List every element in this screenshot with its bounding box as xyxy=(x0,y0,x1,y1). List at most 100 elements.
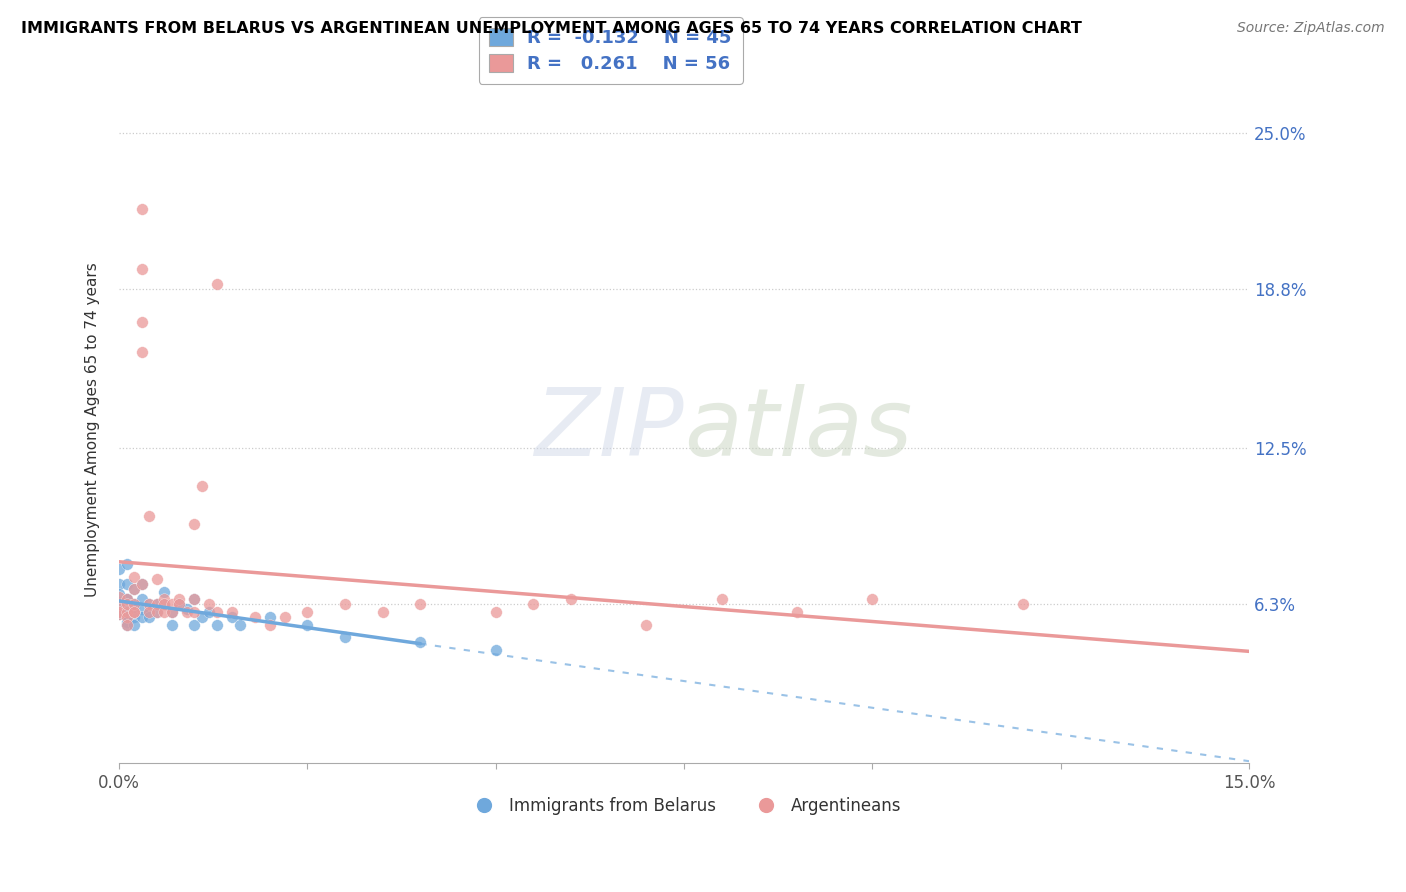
Point xyxy=(115,592,138,607)
Point xyxy=(297,617,319,632)
Point xyxy=(145,598,167,612)
Point xyxy=(183,617,205,632)
Point xyxy=(131,610,153,624)
Point xyxy=(160,598,183,612)
Point xyxy=(205,617,228,632)
Y-axis label: Unemployment Among Ages 65 to 74 years: Unemployment Among Ages 65 to 74 years xyxy=(86,262,100,597)
Point xyxy=(183,592,205,607)
Text: ZIP: ZIP xyxy=(534,384,685,475)
Point xyxy=(243,610,266,624)
Point xyxy=(122,598,145,612)
Point xyxy=(122,617,145,632)
Text: atlas: atlas xyxy=(685,384,912,475)
Point xyxy=(1012,598,1035,612)
Point xyxy=(205,605,228,619)
Point xyxy=(169,598,191,612)
Point xyxy=(122,582,145,597)
Point xyxy=(183,592,205,607)
Point xyxy=(108,562,131,576)
Point xyxy=(138,605,160,619)
Point xyxy=(560,592,582,607)
Point xyxy=(198,605,221,619)
Point xyxy=(131,262,153,277)
Point xyxy=(115,577,138,591)
Point xyxy=(122,582,145,597)
Point xyxy=(183,605,205,619)
Point xyxy=(131,345,153,359)
Point xyxy=(108,605,131,619)
Point xyxy=(259,610,281,624)
Point xyxy=(108,595,131,609)
Point xyxy=(138,610,160,624)
Point xyxy=(122,605,145,619)
Point xyxy=(191,610,214,624)
Point xyxy=(485,642,508,657)
Point xyxy=(153,584,176,599)
Point xyxy=(108,590,131,604)
Point xyxy=(138,605,160,619)
Point xyxy=(183,516,205,531)
Point xyxy=(108,607,131,622)
Point xyxy=(115,605,138,619)
Point xyxy=(153,598,176,612)
Point xyxy=(221,610,243,624)
Point xyxy=(228,617,250,632)
Point xyxy=(138,598,160,612)
Point xyxy=(297,605,319,619)
Point xyxy=(274,610,297,624)
Point xyxy=(259,617,281,632)
Point xyxy=(169,598,191,612)
Point xyxy=(145,598,167,612)
Text: IMMIGRANTS FROM BELARUS VS ARGENTINEAN UNEMPLOYMENT AMONG AGES 65 TO 74 YEARS CO: IMMIGRANTS FROM BELARUS VS ARGENTINEAN U… xyxy=(21,21,1083,36)
Point xyxy=(145,572,167,586)
Point xyxy=(108,598,131,612)
Point xyxy=(221,605,243,619)
Point xyxy=(160,605,183,619)
Point xyxy=(176,602,198,616)
Point xyxy=(205,277,228,292)
Point xyxy=(145,605,167,619)
Point xyxy=(333,598,356,612)
Point xyxy=(115,607,138,622)
Legend: Immigrants from Belarus, Argentineans: Immigrants from Belarus, Argentineans xyxy=(460,790,908,822)
Point xyxy=(153,592,176,607)
Point xyxy=(122,569,145,583)
Point xyxy=(710,592,733,607)
Point xyxy=(108,587,131,601)
Point xyxy=(371,605,394,619)
Point xyxy=(138,509,160,524)
Point xyxy=(176,605,198,619)
Point xyxy=(108,607,131,622)
Point xyxy=(131,577,153,591)
Point xyxy=(122,599,145,614)
Point xyxy=(131,592,153,607)
Point xyxy=(115,615,138,629)
Point xyxy=(115,617,138,632)
Point xyxy=(131,315,153,329)
Point xyxy=(115,598,138,612)
Point xyxy=(122,598,145,612)
Point xyxy=(786,605,808,619)
Point xyxy=(115,617,138,632)
Point xyxy=(862,592,884,607)
Point xyxy=(169,592,191,607)
Point xyxy=(409,598,432,612)
Point xyxy=(115,592,138,607)
Point xyxy=(145,605,167,619)
Point xyxy=(131,577,153,591)
Point xyxy=(485,605,508,619)
Point xyxy=(636,617,658,632)
Text: Source: ZipAtlas.com: Source: ZipAtlas.com xyxy=(1237,21,1385,35)
Point xyxy=(122,605,145,619)
Point xyxy=(108,577,131,591)
Point xyxy=(522,598,544,612)
Point xyxy=(198,598,221,612)
Point xyxy=(153,605,176,619)
Point xyxy=(409,635,432,649)
Point xyxy=(115,557,138,571)
Point xyxy=(115,592,138,607)
Point xyxy=(160,617,183,632)
Point xyxy=(191,479,214,493)
Point xyxy=(131,202,153,216)
Point xyxy=(122,610,145,624)
